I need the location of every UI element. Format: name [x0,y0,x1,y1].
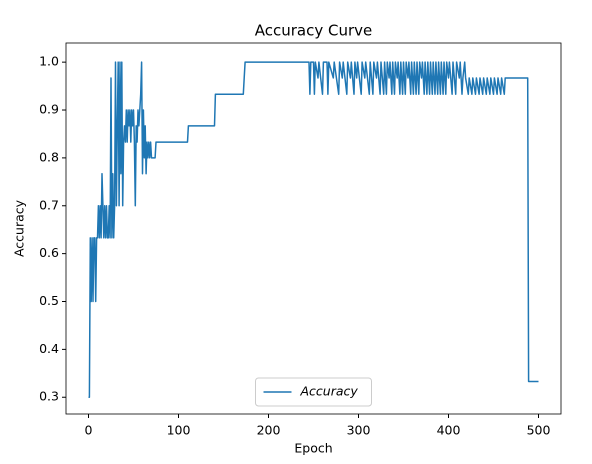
x-tick-label: 200 [257,423,281,438]
x-tick-label: 0 [85,423,93,438]
x-tick-label: 400 [437,423,461,438]
legend-label: Accuracy [300,384,359,399]
y-tick-label: 0.7 [39,197,59,212]
x-axis-label: Epoch [294,441,332,456]
legend-box [255,377,372,407]
x-tick-label: 300 [347,423,371,438]
y-tick-label: 0.4 [39,341,59,356]
y-tick-label: 1.0 [39,54,59,69]
y-tick-label: 0.9 [39,102,59,117]
y-tick-label: 0.5 [39,293,59,308]
x-tick-label: 100 [167,423,191,438]
y-tick-label: 0.8 [39,149,59,164]
y-tick-label: 0.6 [39,245,59,260]
axes-frame [65,42,562,415]
line [88,61,539,398]
chart-title: Accuracy Curve [255,22,373,40]
y-tick-label: 0.3 [39,389,59,404]
x-tick-label: 500 [527,423,551,438]
y-axis-label: Accuracy [12,199,27,257]
